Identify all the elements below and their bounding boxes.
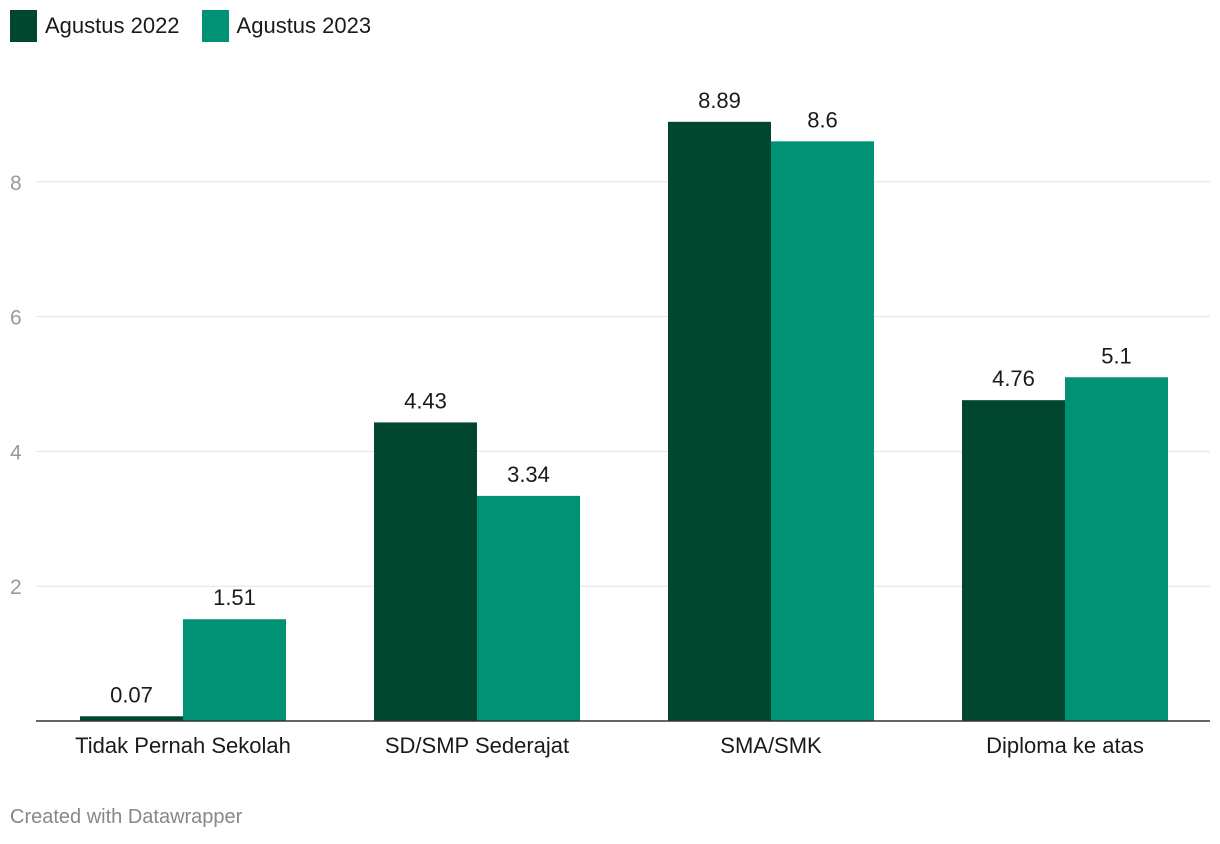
bar-2022-1 (374, 422, 477, 721)
value-label-2023-2: 8.6 (807, 107, 838, 132)
y-tick-label-6: 6 (10, 307, 22, 330)
label-layer: 0.07 1.51 Tidak Pernah Sekolah 4.43 3.34 SD/S… (36, 88, 1210, 758)
value-label-2023-0: 1.51 (213, 585, 256, 610)
category-label-0: Tidak Pernah Sekolah (75, 733, 291, 758)
value-label-2023-1: 3.34 (507, 462, 550, 487)
legend-item-2023: Agustus 2023 (201, 10, 372, 42)
legend-item-2022: Agustus 2022 (10, 10, 180, 42)
legend-swatch-2023 (201, 10, 229, 42)
legend-label-2022: Agustus 2022 (45, 13, 180, 38)
bar-2023-2 (771, 141, 874, 722)
y-tick-label-4: 4 (10, 441, 22, 464)
legend-label-2023: Agustus 2023 (236, 13, 372, 38)
category-label-2: SMA/SMK (720, 733, 822, 758)
value-label-2022-3: 4.76 (992, 366, 1035, 391)
y-tick-label-8: 8 (10, 172, 22, 195)
value-label-2022-2: 8.89 (698, 88, 741, 113)
bar-2023-1 (477, 495, 580, 721)
bar-2022-0 (80, 716, 183, 721)
y-tick-label-2: 2 (10, 576, 22, 599)
bar-2022-3 (962, 400, 1065, 721)
legend-swatch-2022 (10, 10, 37, 42)
bar-2022-2 (668, 121, 771, 721)
bar-layer (80, 121, 1168, 722)
value-label-2023-3: 5.1 (1101, 343, 1132, 368)
bar-2023-0 (183, 619, 286, 721)
bar-2023-3 (1065, 377, 1168, 721)
value-label-2022-1: 4.43 (404, 388, 447, 413)
legend: Agustus 2022 Agustus 2023 (10, 10, 371, 42)
category-label-1: SD/SMP Sederajat (385, 733, 569, 758)
category-label-3: Diploma ke atas (986, 733, 1144, 758)
footer-credit: Created with Datawrapper (10, 806, 243, 828)
value-label-2022-0: 0.07 (110, 682, 153, 707)
